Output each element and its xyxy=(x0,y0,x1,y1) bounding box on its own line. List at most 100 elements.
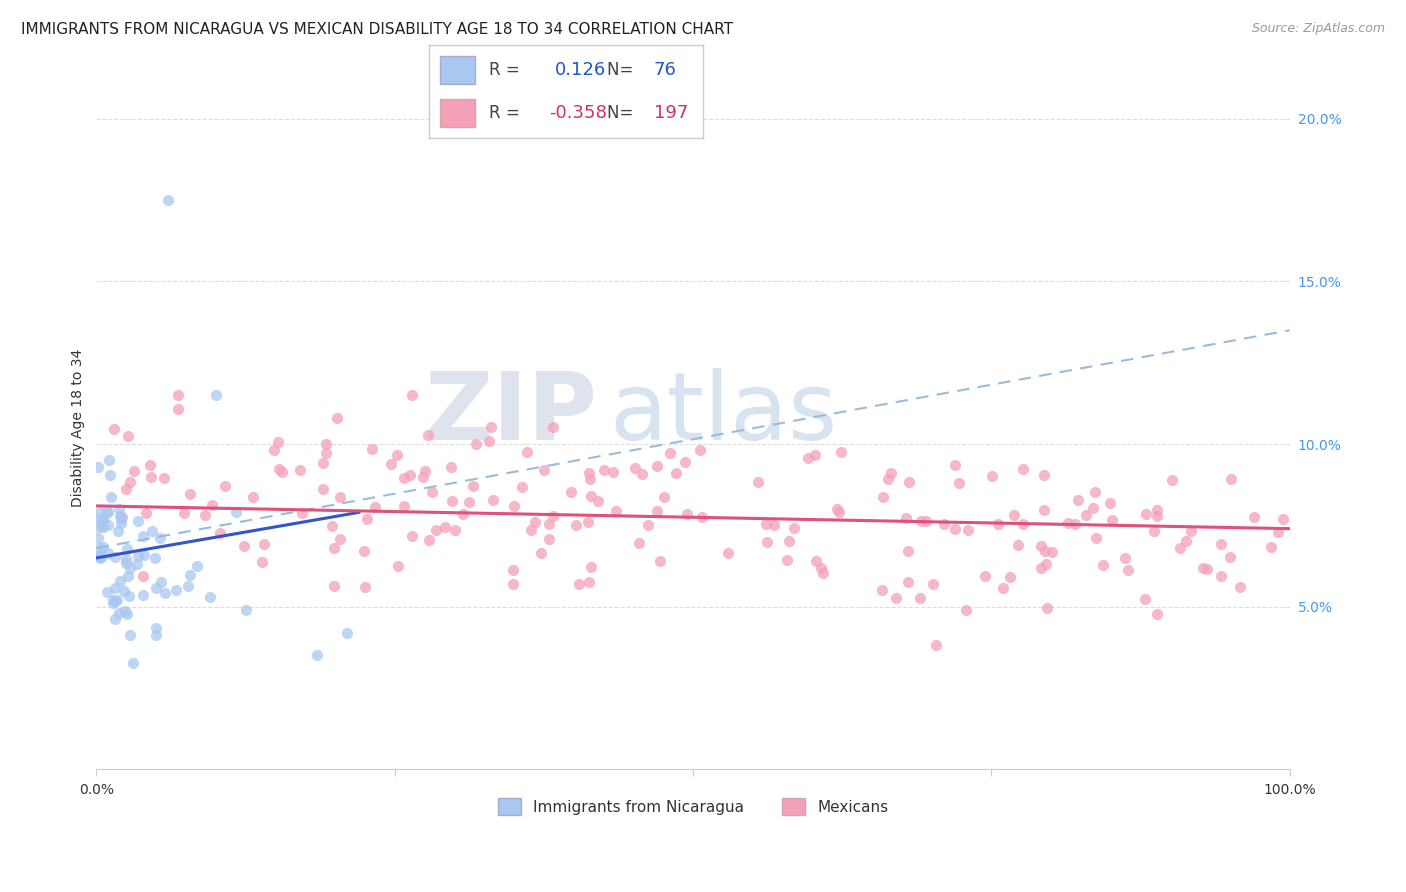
Point xyxy=(271,465,294,479)
Point xyxy=(1029,561,1052,575)
Point xyxy=(1056,516,1078,530)
Text: R =: R = xyxy=(489,104,526,122)
Point xyxy=(353,580,375,594)
Point xyxy=(717,546,740,560)
Point xyxy=(100,491,122,505)
Point xyxy=(568,576,591,591)
Point xyxy=(267,435,290,450)
Point xyxy=(200,590,222,604)
Point xyxy=(593,463,616,477)
Point xyxy=(465,437,488,451)
Point xyxy=(1180,524,1202,539)
Point xyxy=(458,495,481,509)
Point xyxy=(108,574,131,588)
Point xyxy=(1064,517,1087,532)
Point xyxy=(89,541,111,555)
Text: 197: 197 xyxy=(654,104,688,122)
Text: 76: 76 xyxy=(654,61,676,78)
Point xyxy=(413,464,436,478)
Point xyxy=(153,470,176,484)
Point xyxy=(1161,473,1184,487)
Point xyxy=(581,489,603,503)
Point xyxy=(1267,524,1289,539)
Point xyxy=(782,521,804,535)
Point xyxy=(392,471,415,485)
Point xyxy=(870,582,893,597)
Point xyxy=(209,526,232,541)
Text: atlas: atlas xyxy=(609,368,838,460)
Point xyxy=(538,517,561,532)
Point xyxy=(943,458,966,472)
Point xyxy=(118,589,141,603)
Point xyxy=(541,419,564,434)
Point xyxy=(194,508,217,522)
Point xyxy=(135,506,157,520)
Point xyxy=(250,555,273,569)
Point xyxy=(1067,492,1090,507)
Point xyxy=(637,518,659,533)
Text: IMMIGRANTS FROM NICARAGUA VS MEXICAN DISABILITY AGE 18 TO 34 CORRELATION CHART: IMMIGRANTS FROM NICARAGUA VS MEXICAN DIS… xyxy=(21,22,733,37)
Point xyxy=(86,549,108,563)
Point xyxy=(444,523,467,537)
Point xyxy=(105,592,128,607)
Point xyxy=(922,576,945,591)
Point xyxy=(91,512,114,526)
Point xyxy=(110,511,132,525)
Point xyxy=(690,509,713,524)
Point xyxy=(108,502,131,516)
Point xyxy=(877,472,900,486)
Point xyxy=(153,586,176,600)
Point xyxy=(139,458,162,472)
Point xyxy=(89,551,111,566)
Point xyxy=(564,517,586,532)
Point xyxy=(502,576,524,591)
Point xyxy=(1033,468,1056,483)
Point xyxy=(957,523,980,537)
Point xyxy=(93,513,115,527)
Point xyxy=(312,456,335,470)
Point xyxy=(363,500,385,514)
Point xyxy=(828,505,851,519)
Point xyxy=(329,490,352,504)
Point xyxy=(98,467,121,482)
Point xyxy=(385,449,408,463)
Point xyxy=(1007,538,1029,552)
Point xyxy=(755,534,778,549)
Point xyxy=(804,554,827,568)
Point xyxy=(323,579,346,593)
Bar xyxy=(440,99,475,127)
Point xyxy=(1175,533,1198,548)
Point xyxy=(336,625,359,640)
Point xyxy=(987,516,1010,531)
Point xyxy=(401,529,423,543)
Text: R =: R = xyxy=(489,61,526,78)
Point xyxy=(418,533,440,548)
Text: N=: N= xyxy=(607,61,638,78)
Point xyxy=(242,491,264,505)
Point xyxy=(93,519,115,533)
Point xyxy=(586,493,609,508)
Point xyxy=(778,534,800,549)
Point xyxy=(804,449,827,463)
Point xyxy=(908,591,931,605)
Point xyxy=(910,514,932,528)
Point xyxy=(665,467,688,481)
Point xyxy=(118,561,141,575)
Point xyxy=(120,628,142,642)
Point xyxy=(127,549,149,564)
Point xyxy=(631,467,654,482)
Point xyxy=(1002,508,1025,523)
Point xyxy=(1083,500,1105,515)
Point xyxy=(1040,545,1063,559)
Point xyxy=(315,437,337,451)
Point xyxy=(115,607,138,621)
Point xyxy=(512,480,534,494)
Point xyxy=(1036,601,1059,615)
Point xyxy=(880,467,903,481)
Point xyxy=(89,505,111,519)
Point xyxy=(747,475,769,489)
Point xyxy=(520,523,543,537)
Point xyxy=(1260,540,1282,554)
Point xyxy=(312,482,335,496)
Point xyxy=(932,516,955,531)
